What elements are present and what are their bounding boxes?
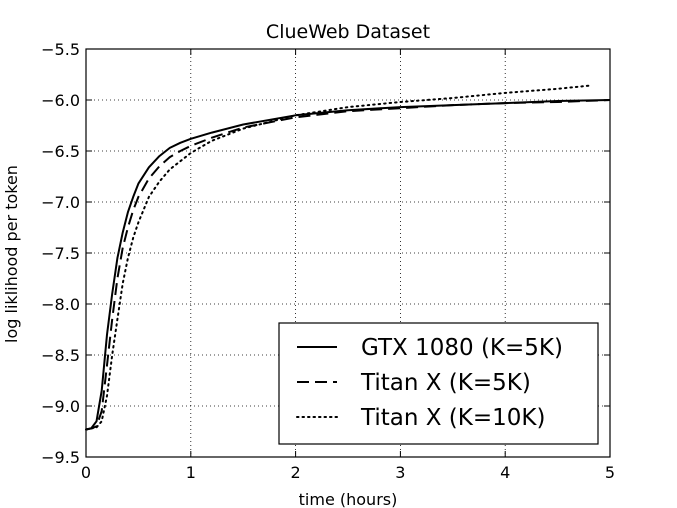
- x-tick-label: 0: [81, 463, 91, 482]
- axis-ticks: 0 1 2 3 4 5 −5.5 −6.0 −6.5 −7.0 −7.5 −8.0 −8.5 −9.0 −9…: [41, 40, 615, 482]
- legend-label: Titan X (K=10K): [360, 405, 545, 431]
- x-tick-label: 4: [500, 463, 510, 482]
- legend: GTX 1080 (K=5K) Titan X (K=5K) Titan X (K=…: [278, 322, 599, 445]
- x-axis-label: time (hours): [299, 490, 398, 508]
- x-tick-label: 3: [395, 463, 405, 482]
- y-axis-label: log liklihood per token: [2, 165, 21, 343]
- y-tick-label: −5.5: [41, 40, 80, 59]
- y-tick-label: −9.5: [41, 448, 80, 467]
- series-lines: [85, 84, 611, 431]
- y-tick-label: −8.0: [41, 295, 80, 314]
- x-tick-label: 1: [186, 463, 196, 482]
- y-tick-label: −9.0: [41, 397, 80, 416]
- legend-label: GTX 1080 (K=5K): [361, 335, 563, 361]
- series-line-2: [85, 84, 590, 431]
- series-line-1: [85, 99, 611, 431]
- series-line-0: [85, 99, 611, 431]
- y-tick-label: −8.5: [41, 346, 80, 365]
- legend-label: Titan X (K=5K): [360, 370, 531, 396]
- y-tick-label: −6.0: [41, 91, 80, 110]
- y-tick-label: −7.5: [41, 244, 80, 263]
- chart-title: ClueWeb Dataset: [266, 21, 430, 43]
- x-tick-label: 5: [605, 463, 615, 482]
- legend-box: [278, 322, 599, 445]
- y-tick-label: −6.5: [41, 142, 80, 161]
- x-tick-label: 2: [291, 463, 301, 482]
- y-tick-label: −7.0: [41, 193, 80, 212]
